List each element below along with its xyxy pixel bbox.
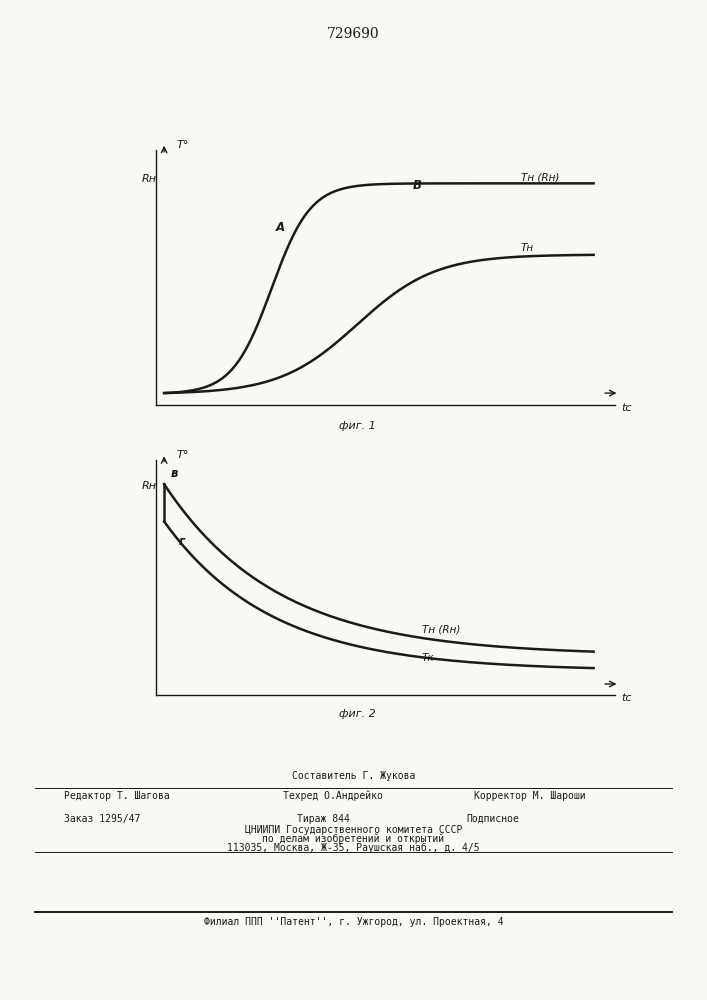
Text: фиг. 1: фиг. 1 — [339, 421, 376, 431]
Text: Тираж 844: Тираж 844 — [297, 814, 350, 824]
Text: по делам изобретений и открытий: по делам изобретений и открытий — [262, 834, 445, 844]
Text: 729690: 729690 — [327, 27, 380, 41]
Text: Заказ 1295/47: Заказ 1295/47 — [64, 814, 140, 824]
Text: Tн: Tн — [520, 243, 534, 253]
Text: tс: tс — [621, 693, 632, 703]
Text: Подписное: Подписное — [467, 814, 520, 824]
Text: Составитель Г. Жукова: Составитель Г. Жукова — [292, 771, 415, 781]
Text: Корректор М. Шароши: Корректор М. Шароши — [474, 791, 585, 801]
Text: Rн: Rн — [141, 174, 156, 184]
Text: B: B — [413, 179, 422, 192]
Text: фиг. 2: фиг. 2 — [339, 709, 376, 719]
Text: в: в — [170, 467, 178, 480]
Text: Филиал ППП ''Патент'', г. Ужгород, ул. Проектная, 4: Филиал ППП ''Патент'', г. Ужгород, ул. П… — [204, 917, 503, 927]
Text: tс: tс — [621, 403, 632, 413]
Text: г: г — [179, 535, 185, 548]
Text: 113035, Москва, Ж-35, Раушская наб., д. 4/5: 113035, Москва, Ж-35, Раушская наб., д. … — [227, 843, 480, 853]
Text: Редактор Т. Шагова: Редактор Т. Шагова — [64, 791, 170, 801]
Text: Tк: Tк — [422, 653, 434, 663]
Text: Техред О.Андрейко: Техред О.Андрейко — [283, 790, 382, 801]
Text: Rн: Rн — [141, 481, 156, 491]
Text: Tн (Rн): Tн (Rн) — [422, 624, 460, 634]
Text: Tн (Rн): Tн (Rн) — [520, 172, 559, 182]
Text: T°: T° — [177, 450, 189, 460]
Text: A: A — [276, 221, 285, 234]
Text: ЦНИИПИ Государственного комитета СССР: ЦНИИПИ Государственного комитета СССР — [245, 825, 462, 835]
Text: T°: T° — [177, 140, 189, 150]
